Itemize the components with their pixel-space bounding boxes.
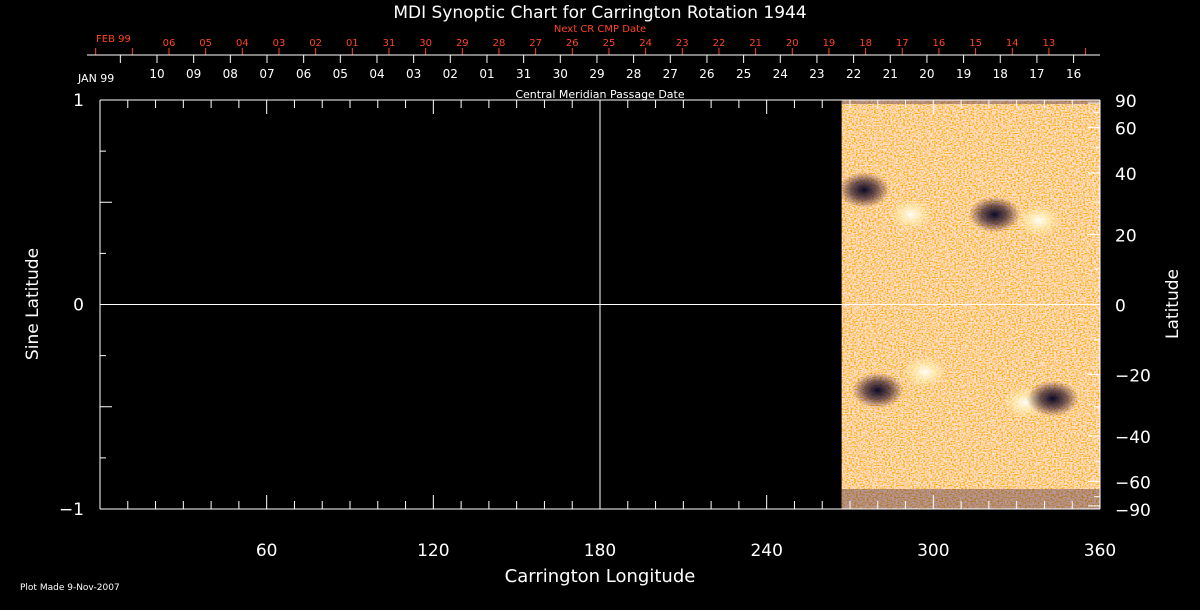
cmp-start-label: JAN 99 — [77, 72, 114, 85]
next-cmp-day-label: 06 — [163, 38, 176, 49]
cmp-day-label: 04 — [369, 67, 384, 81]
next-cmp-day-label: 28 — [493, 38, 506, 49]
cmp-day-label: 09 — [186, 67, 201, 81]
next-cmp-day-label: 16 — [933, 38, 946, 49]
next-cmp-day-label: 20 — [786, 38, 799, 49]
y-axis-left: 1 0 −1 — [59, 91, 112, 520]
next-cmp-day-label: 13 — [1043, 38, 1056, 49]
y-right-tick-label: 60 — [1115, 119, 1137, 139]
next-cmp-day-label: 02 — [309, 38, 322, 49]
negative-flux-region — [1026, 380, 1079, 417]
y-right-tick-label: −90 — [1115, 501, 1151, 521]
cmp-day-label: 30 — [553, 67, 568, 81]
cmp-day-label: 25 — [736, 67, 751, 81]
south-polar-band — [841, 489, 1100, 509]
x-tick-label: 120 — [417, 541, 449, 561]
y-right-tick-label: 20 — [1115, 227, 1137, 247]
next-cmp-day-label: 26 — [566, 38, 579, 49]
cmp-day-label: 19 — [956, 67, 971, 81]
next-cmp-day-label: 17 — [896, 38, 909, 49]
cmp-day-label: 08 — [223, 67, 238, 81]
positive-flux-region — [889, 198, 934, 231]
y-right-tick-label: −20 — [1115, 366, 1151, 386]
y-right-tick-label: −60 — [1115, 474, 1151, 494]
next-cmp-day-label: 30 — [419, 38, 432, 49]
next-cmp-day-label: 03 — [273, 38, 286, 49]
y-axis-right: 90 60 40 20 0 −20 −40 −60 −90 — [1088, 92, 1151, 521]
y-right-tick-label: 40 — [1115, 165, 1137, 185]
next-cmp-day-label: 05 — [199, 38, 212, 49]
next-cmp-day-label: 23 — [676, 38, 689, 49]
cmp-day-label: 26 — [699, 67, 714, 81]
cmp-day-label: 23 — [809, 67, 824, 81]
next-cmp-day-label: 27 — [529, 38, 542, 49]
x-tick-label: 360 — [1084, 541, 1116, 561]
next-cmp-day-label: 15 — [969, 38, 982, 49]
cmp-date-axis: 10 09 08 07 06 05 04 03 02 01 31 30 29 28 27 26 25 24 23 22… — [87, 54, 1100, 81]
next-cmp-axis-label: Next CR CMP Date — [554, 24, 646, 35]
next-cmp-day-label: 31 — [383, 38, 396, 49]
cmp-day-label: 02 — [443, 67, 458, 81]
next-cmp-day-label: 24 — [639, 38, 652, 49]
chart-title: MDI Synoptic Chart for Carrington Rotati… — [393, 3, 806, 23]
x-tick-label: 240 — [750, 541, 782, 561]
x-axis-title: Carrington Longitude — [505, 566, 696, 587]
next-cmp-day-label: 22 — [713, 38, 726, 49]
cmp-day-label: 07 — [259, 67, 274, 81]
next-cmp-day-label: 18 — [859, 38, 872, 49]
y-left-tick-label: 1 — [73, 91, 84, 111]
positive-flux-region — [903, 355, 947, 388]
next-cmp-day-label: 04 — [236, 38, 249, 49]
positive-flux-region — [1016, 204, 1061, 237]
x-axis: 60 120 180 240 300 360 — [127, 100, 1116, 561]
cmp-day-label: 10 — [149, 67, 164, 81]
cmp-day-label: 18 — [993, 67, 1008, 81]
y-right-tick-label: 0 — [1115, 297, 1126, 317]
plot-made-footer: Plot Made 9-Nov-2007 — [20, 583, 120, 593]
y-right-tick-label: −40 — [1115, 428, 1151, 448]
cmp-day-label: 03 — [406, 67, 421, 81]
next-cmp-day-label: 25 — [603, 38, 616, 49]
north-polar-band — [841, 100, 1100, 104]
next-cmp-start-label: FEB 99 — [96, 34, 131, 45]
next-cmp-day-label: 01 — [346, 38, 359, 49]
cmp-day-label: 17 — [1029, 67, 1044, 81]
cmp-day-label: 31 — [516, 67, 531, 81]
next-cmp-day-label: 29 — [456, 38, 469, 49]
x-tick-label: 180 — [584, 541, 616, 561]
negative-flux-region — [851, 372, 904, 409]
cmp-axis-label: Central Meridian Passage Date — [515, 88, 684, 101]
y-right-tick-label: 90 — [1115, 92, 1137, 112]
cmp-day-label: 21 — [883, 67, 898, 81]
next-cmp-day-label: 21 — [749, 38, 762, 49]
cmp-day-label: 06 — [296, 67, 311, 81]
y-axis-title-left: Sine Latitude — [23, 248, 43, 360]
negative-flux-region — [968, 196, 1021, 233]
cmp-day-label: 28 — [626, 67, 641, 81]
cmp-day-label: 05 — [333, 67, 348, 81]
next-cmp-day-label: 19 — [823, 38, 836, 49]
cmp-day-label: 01 — [479, 67, 494, 81]
y-axis-title-right: Latitude — [1163, 269, 1183, 339]
next-cmp-day-label: 14 — [1006, 38, 1019, 49]
next-cmp-date-axis: 06 05 04 03 02 01 31 30 29 28 27 26 25 24 23 22 21 20 19 18… — [95, 38, 1087, 55]
y-left-tick-label: −1 — [59, 500, 84, 520]
cmp-day-label: 24 — [773, 67, 788, 81]
grid-lines — [100, 100, 1100, 509]
cmp-day-label: 29 — [589, 67, 604, 81]
y-left-tick-label: 0 — [73, 296, 84, 316]
cmp-day-label: 27 — [663, 67, 678, 81]
cmp-day-label: 20 — [919, 67, 934, 81]
x-tick-label: 300 — [917, 541, 949, 561]
negative-flux-region — [841, 171, 890, 208]
cmp-day-label: 16 — [1066, 67, 1081, 81]
x-tick-label: 60 — [256, 541, 278, 561]
cmp-day-label: 22 — [846, 67, 861, 81]
